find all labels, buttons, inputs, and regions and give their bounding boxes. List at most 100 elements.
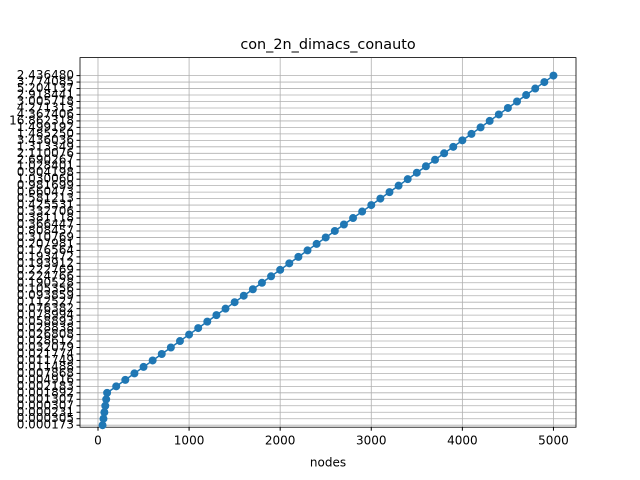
data-point — [513, 97, 522, 106]
data-point — [358, 207, 367, 216]
data-point — [421, 162, 430, 171]
data-point — [112, 382, 121, 391]
data-point — [239, 291, 248, 300]
y-tick-label: 1.030060 — [17, 172, 74, 186]
data-point — [449, 142, 458, 151]
data-point — [248, 285, 257, 294]
x-axis-label: nodes — [310, 456, 346, 470]
y-tick-label: 16.862318 — [9, 113, 74, 127]
y-tick-label: 4.367406 — [17, 107, 74, 121]
y-tick-label: 2.436480 — [17, 68, 74, 82]
y-tick-label: 0.224766 — [17, 269, 74, 283]
data-point — [185, 330, 194, 339]
y-tick-label: 3.005718 — [17, 94, 74, 108]
data-point — [130, 369, 139, 378]
data-point — [549, 71, 558, 80]
y-tick-label: 0.904198 — [17, 165, 74, 179]
y-tick-label: 0.190528 — [17, 275, 74, 289]
data-point — [194, 324, 203, 333]
data-point — [367, 201, 376, 210]
y-tick-label: 1.313349 — [17, 139, 74, 153]
y-tick-label: 0.112527 — [17, 295, 74, 309]
x-tick-label: 5000 — [538, 434, 569, 448]
y-tick-label: 0.207981 — [17, 236, 74, 250]
y-tick-label: 0.001307 — [17, 392, 74, 406]
y-tick-label: 0.028838 — [17, 321, 74, 335]
data-point — [100, 408, 109, 417]
y-tick-label: 0.425531 — [17, 198, 74, 212]
plot-frame — [79, 57, 577, 428]
x-tick-label: 3000 — [356, 434, 387, 448]
y-tick-label: 0.026808 — [17, 327, 74, 341]
data-point — [98, 421, 107, 430]
y-tick-label: 0.193472 — [17, 249, 74, 263]
data-point — [166, 343, 175, 352]
data-point — [276, 265, 285, 274]
y-tick-label: 2.690267 — [17, 152, 74, 166]
y-tick-label: 0.093859 — [17, 288, 74, 302]
data-point — [175, 337, 184, 346]
y-tick-label: 3.774085 — [17, 75, 74, 89]
y-tick-label: 0.078994 — [17, 308, 74, 322]
data-point — [476, 123, 485, 132]
data-point — [540, 78, 549, 87]
y-tick-label: 0.076382 — [17, 301, 74, 315]
data-point — [230, 298, 239, 307]
data-point — [485, 116, 494, 125]
y-tick-label: 0.011749 — [17, 353, 74, 367]
data-point — [321, 233, 330, 242]
data-point — [531, 84, 540, 93]
data-point — [412, 168, 421, 177]
chart-title: con_2n_dimacs_conauto — [240, 37, 415, 53]
data-point — [385, 188, 394, 197]
y-tick-label: 0.366447 — [17, 217, 74, 231]
x-tick-label: 1000 — [174, 434, 205, 448]
data-point — [303, 246, 312, 255]
data-point — [494, 110, 503, 119]
y-tick-label: 0.028612 — [17, 334, 74, 348]
data-point — [157, 349, 166, 358]
y-tick-label: 0.000307 — [17, 398, 74, 412]
data-point — [376, 194, 385, 203]
y-tick-label: 0.011488 — [17, 359, 74, 373]
y-tick-label: 1.028401 — [17, 159, 74, 173]
data-point — [203, 317, 212, 326]
y-tick-label: 1.485250 — [17, 126, 74, 140]
y-tick-label: 0.381118 — [17, 211, 74, 225]
y-tick-label: 0.001892 — [17, 385, 74, 399]
data-point — [403, 175, 412, 184]
y-tick-label: 0.002183 — [17, 379, 74, 393]
y-tick-label: 0.007868 — [17, 366, 74, 380]
y-tick-label: 0.105356 — [17, 282, 74, 296]
data-point — [121, 375, 130, 384]
data-point — [139, 362, 148, 371]
x-tick-label: 2000 — [265, 434, 296, 448]
y-tick-label: 0.000305 — [17, 411, 74, 425]
data-point — [339, 220, 348, 229]
data-point — [99, 414, 108, 423]
y-tick-label: 0.176564 — [17, 243, 74, 257]
y-tick-label: 4.271313 — [17, 100, 74, 114]
data-point — [440, 149, 449, 158]
y-tick-label: 0.000231 — [17, 405, 74, 419]
y-tick-label: 3.436036 — [17, 133, 74, 147]
y-tick-label: 0.193912 — [17, 256, 74, 270]
y-tick-label: 2.110076 — [17, 146, 74, 160]
data-point — [103, 388, 112, 397]
y-tick-label: 0.660473 — [17, 185, 74, 199]
data-point — [285, 259, 294, 268]
y-tick-label: 0.581213 — [17, 191, 74, 205]
data-point — [503, 103, 512, 112]
y-tick-label: 0.000173 — [17, 418, 74, 432]
y-tick-label: 0.332706 — [17, 204, 74, 218]
y-tick-label: 1.499192 — [17, 120, 74, 134]
data-point — [394, 181, 403, 190]
data-point — [349, 214, 358, 223]
data-point — [431, 155, 440, 164]
y-tick-label: 2.918441 — [17, 88, 74, 102]
y-tick-label: 0.032079 — [17, 340, 74, 354]
data-point — [312, 239, 321, 248]
y-tick-label: 0.310769 — [17, 230, 74, 244]
data-point — [101, 401, 110, 410]
